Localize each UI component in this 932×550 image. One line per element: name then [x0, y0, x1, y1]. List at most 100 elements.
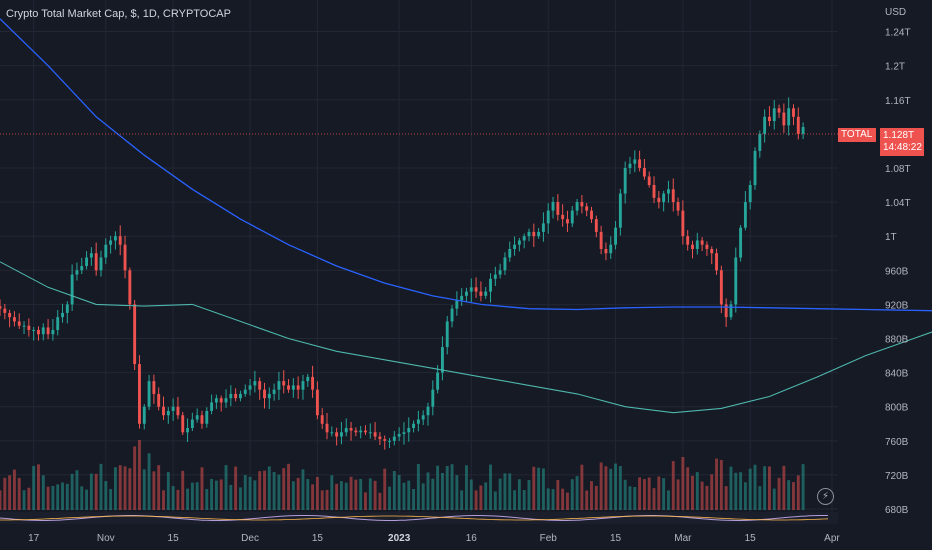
candle-body — [291, 385, 295, 390]
candle-body — [354, 430, 358, 433]
volume-bar — [767, 466, 771, 510]
volume-bar — [792, 482, 795, 510]
volume-bar — [700, 481, 704, 510]
volume-bar — [436, 465, 440, 510]
volume-bar — [181, 470, 185, 510]
candle-body — [56, 317, 60, 330]
volume-bar — [373, 480, 377, 510]
candle-body — [200, 415, 204, 424]
volume-bar — [128, 468, 132, 510]
volume-bar — [315, 476, 319, 510]
candle-body — [681, 210, 685, 237]
x-tick-label: 15 — [745, 533, 757, 544]
candle-body — [373, 432, 377, 437]
candle-body — [662, 193, 666, 203]
candle-body — [450, 308, 454, 322]
candle-body — [402, 432, 406, 434]
last-price-tag: TOTAL — [838, 128, 876, 142]
volume-bars — [0, 440, 805, 510]
candle-body — [551, 202, 555, 211]
volume-bar — [724, 486, 728, 510]
candle-body — [667, 189, 670, 194]
candle-body — [469, 287, 473, 292]
candle-body — [671, 189, 675, 203]
volume-bar — [479, 485, 483, 510]
candle-body — [70, 274, 74, 305]
volume-bar — [359, 478, 363, 510]
volume-bar — [296, 477, 300, 510]
volume-bar — [710, 474, 714, 510]
volume-bar — [142, 469, 146, 510]
y-tick-label: 880B — [885, 335, 909, 346]
x-tick-label: Mar — [674, 533, 692, 544]
time-axis: 17 Nov 15 Dec 15 2023 16 Feb 15 Mar 15 Apr — [28, 533, 840, 544]
candle-body — [282, 381, 286, 386]
y-tick-label: 1.08T — [885, 164, 911, 175]
candle-body — [513, 244, 517, 249]
volume-bar — [210, 478, 214, 510]
volume-bar — [224, 465, 228, 510]
candle-body — [782, 112, 786, 126]
volume-bar — [556, 480, 560, 510]
volume-bar — [118, 465, 122, 510]
volume-bar — [628, 486, 632, 510]
candle-body — [479, 291, 483, 296]
volume-bar — [214, 480, 218, 510]
volume-bar — [551, 489, 555, 510]
volume-bar — [162, 490, 165, 510]
y-tick-label: 1T — [885, 232, 897, 243]
volume-bar — [561, 488, 565, 510]
volume-bar — [267, 466, 271, 510]
chart-legend-title: Crypto Total Market Cap, $, 1D, CRYPTOCA… — [6, 8, 231, 20]
volume-bar — [243, 474, 247, 510]
candle-body — [104, 244, 108, 258]
candles — [0, 97, 805, 450]
volume-bar — [133, 446, 137, 510]
candle-body — [628, 163, 632, 168]
volume-bar — [758, 486, 762, 510]
volume-bar — [667, 490, 670, 510]
volume-bar — [546, 488, 550, 510]
volume-bar — [291, 481, 295, 510]
candle-body — [676, 202, 680, 211]
candle-body — [407, 428, 411, 433]
volume-bar — [104, 481, 108, 510]
volume-bar — [440, 472, 444, 510]
candle-body — [80, 266, 84, 271]
candle-body — [239, 393, 242, 399]
volume-bar — [541, 468, 545, 510]
volume-bar — [56, 484, 60, 510]
x-tick-label: Feb — [540, 533, 558, 544]
volume-bar — [652, 488, 656, 510]
candle-body — [618, 193, 622, 228]
lightning-icon[interactable]: ⚡︎ — [817, 488, 834, 505]
oscillator-bg — [0, 512, 838, 524]
y-tick-label: 1.16T — [885, 96, 911, 107]
candle-body — [368, 432, 372, 434]
candle-body — [109, 240, 113, 245]
candle-body — [349, 428, 353, 431]
candle-body — [758, 133, 762, 151]
volume-bar — [239, 487, 242, 510]
last-price-value: 1.128T — [883, 130, 915, 141]
volume-bar — [642, 479, 646, 510]
candle-body — [32, 329, 36, 331]
volume-bar — [609, 468, 613, 510]
volume-bar — [17, 478, 21, 510]
candle-body — [455, 300, 459, 309]
candle-body — [489, 278, 492, 292]
candle-body — [364, 430, 367, 433]
volume-bar — [138, 440, 141, 510]
volume-bar — [753, 464, 757, 510]
volume-bar — [695, 472, 699, 510]
volume-bar — [402, 482, 406, 510]
volume-bar — [623, 479, 627, 510]
bar-countdown: 14:48:22 — [883, 142, 922, 153]
candle-body — [541, 223, 545, 232]
candle-body — [152, 381, 156, 394]
candle-body — [594, 219, 598, 232]
x-tick-label: 2023 — [388, 533, 411, 544]
candle-body — [301, 381, 305, 390]
candle-body — [205, 410, 209, 424]
